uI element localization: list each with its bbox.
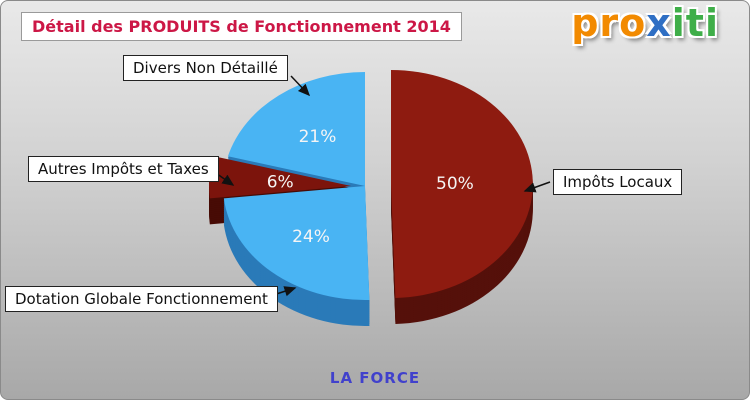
slice-percent-divers-non-d-taill: 21% xyxy=(299,127,337,147)
pie-slice-side-autres-imp-ts-et-taxes xyxy=(208,168,351,211)
pie-slice-side-autres-imp-ts-et-taxes xyxy=(208,166,351,209)
logo-part-iti: iti xyxy=(671,1,719,45)
pie-slice-side-autres-imp-ts-et-taxes xyxy=(208,174,351,217)
pie-slice-side-imp-ts-locaux xyxy=(391,84,533,312)
proxiti-logo: proxiti xyxy=(571,1,719,45)
pie-slice-side-imp-ts-locaux xyxy=(391,76,533,304)
pie-slice-side-imp-ts-locaux xyxy=(391,72,533,300)
pie-slice-side-divers-non-d-taill xyxy=(227,80,365,194)
pie-slice-side-divers-non-d-taill xyxy=(227,94,365,208)
pie-slice-autres-imp-ts-et-taxes xyxy=(208,156,351,199)
pie-slice-side-autres-imp-ts-et-taxes xyxy=(208,178,351,221)
pie-slice-side-divers-non-d-taill xyxy=(227,96,365,210)
commune-name: LA FORCE xyxy=(329,369,421,387)
pie-slice-side-divers-non-d-taill xyxy=(227,88,365,202)
pie-slice-side-imp-ts-locaux xyxy=(391,94,533,322)
slice-percent-imp-ts-locaux: 50% xyxy=(436,174,474,194)
pie-slice-side-imp-ts-locaux xyxy=(391,80,533,308)
pie-slice-side-divers-non-d-taill xyxy=(227,76,365,190)
pie-slice-side-imp-ts-locaux xyxy=(391,82,533,310)
logo-part-x: x xyxy=(646,1,672,45)
pie-slice-side-imp-ts-locaux xyxy=(391,96,533,324)
callout-line-impots xyxy=(523,181,551,193)
pie-slice-side-autres-imp-ts-et-taxes xyxy=(208,172,351,215)
pie-slice-side-autres-imp-ts-et-taxes xyxy=(208,158,351,201)
pie-slice-side-autres-imp-ts-et-taxes xyxy=(208,170,351,213)
page-title: Détail des PRODUITS de Fonctionnement 20… xyxy=(21,12,462,41)
pie-slice-side-dotation-globale-fonctionnement xyxy=(223,188,370,302)
pie-slice-side-divers-non-d-taill xyxy=(227,86,365,200)
pie-slice-side-autres-imp-ts-et-taxes xyxy=(208,182,351,225)
pie-slice-side-imp-ts-locaux xyxy=(391,90,533,318)
label-autres-impots-et-taxes: Autres Impôts et Taxes xyxy=(28,156,219,182)
pie-slice-imp-ts-locaux xyxy=(391,70,533,298)
pie-slice-side-divers-non-d-taill xyxy=(227,74,365,188)
pie-slice-side-imp-ts-locaux xyxy=(391,74,533,302)
pie-slice-side-divers-non-d-taill xyxy=(227,78,365,192)
pie-slice-side-imp-ts-locaux xyxy=(391,86,533,314)
pie-slice-side-divers-non-d-taill xyxy=(227,92,365,206)
pie-slice-side-imp-ts-locaux xyxy=(391,88,533,316)
pie-slice-side-imp-ts-locaux xyxy=(391,92,533,320)
pie-slice-side-divers-non-d-taill xyxy=(227,81,365,196)
callout-line-divers xyxy=(290,75,311,97)
label-divers-non-detaille: Divers Non Détaillé xyxy=(123,55,288,81)
label-dotation-globale-fonctionnement: Dotation Globale Fonctionnement xyxy=(5,286,278,312)
pie-slice-side-autres-imp-ts-et-taxes xyxy=(208,162,351,205)
slice-percent-autres-imp-ts-et-taxes: 6% xyxy=(267,173,294,193)
pie-slice-side-autres-imp-ts-et-taxes xyxy=(208,164,351,207)
label-impots-locaux: Impôts Locaux xyxy=(553,169,683,195)
pie-slice-divers-non-d-taill xyxy=(227,72,365,186)
pie-slice-side-autres-imp-ts-et-taxes xyxy=(208,160,351,203)
pie-slice-side-divers-non-d-taill xyxy=(227,84,365,198)
pie-slice-side-autres-imp-ts-et-taxes xyxy=(208,176,351,219)
logo-part-pro: pro xyxy=(571,1,647,45)
pie-slice-side-divers-non-d-taill xyxy=(227,90,365,204)
slice-percent-dotation-globale-fonctionnement: 24% xyxy=(292,227,330,247)
pie-slice-side-imp-ts-locaux xyxy=(391,78,533,306)
pie-slice-dotation-globale-fonctionnement xyxy=(223,186,370,300)
pie-slice-side-divers-non-d-taill xyxy=(227,98,365,212)
pie-slice-side-autres-imp-ts-et-taxes xyxy=(208,180,351,223)
